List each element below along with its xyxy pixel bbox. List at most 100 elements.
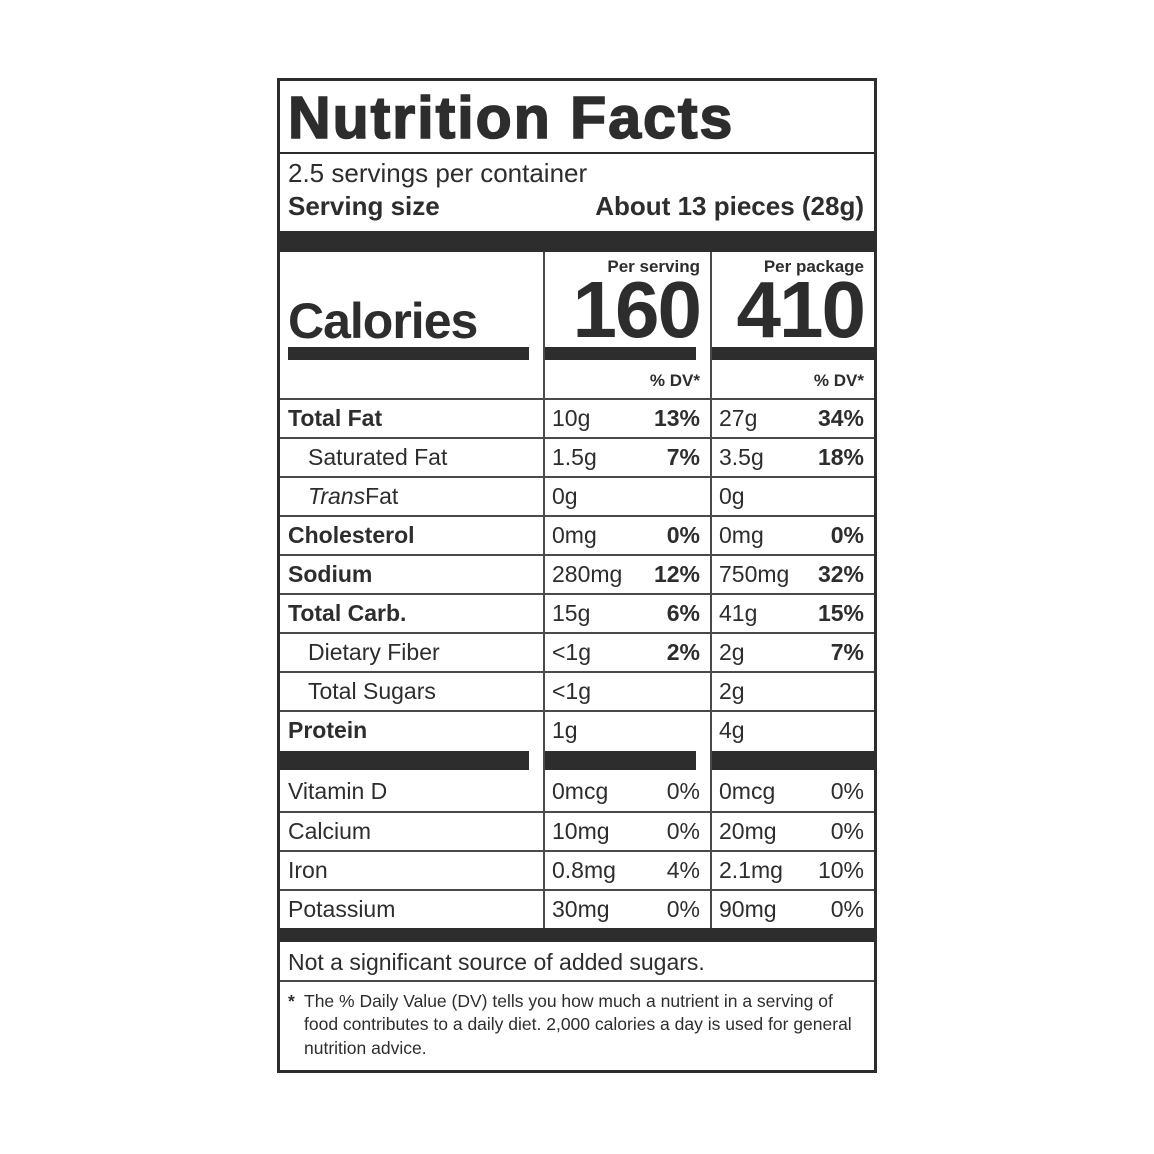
nutrient-row-dietary-fiber: Dietary Fiber <1g 2% 2g 7% xyxy=(280,632,874,671)
serving-dv: 0% xyxy=(666,896,700,922)
serving-amount: 0mg xyxy=(552,522,597,548)
nutrient-name: Iron xyxy=(288,857,328,883)
dv-header-spacer xyxy=(280,363,543,398)
package-dv: 10% xyxy=(817,857,864,883)
micronutrient-row-vitamin-d: Vitamin D 0mcg 0% 0mcg 0% xyxy=(280,772,874,811)
nutrient-name: Sodium xyxy=(288,561,373,587)
serving-amount: 30mg xyxy=(552,896,610,922)
serving-amount: 1.5g xyxy=(552,444,597,470)
nutrient-name: Dietary Fiber xyxy=(308,639,440,665)
package-amount: 41g xyxy=(719,600,758,626)
bar-segment-left xyxy=(280,749,543,772)
serving-size-value: About 13 pieces (28g) xyxy=(595,191,864,221)
nutrient-name: Trans Fat xyxy=(280,478,543,515)
package-amount: 20mg xyxy=(719,818,777,844)
serving-amount: 1g xyxy=(552,717,578,743)
nutrient-name: Saturated Fat xyxy=(308,444,448,470)
calories-per-package-cell: Per package 410 xyxy=(710,252,874,354)
serving-amount: 0mcg xyxy=(552,778,609,804)
dv-header-serving: % DV* xyxy=(543,363,710,398)
bar-segment-package xyxy=(710,749,874,772)
added-sugars-note: Not a significant source of added sugars… xyxy=(288,949,705,975)
micronutrient-row-calcium: Calcium 10mg 0% 20mg 0% xyxy=(280,811,874,850)
nutrient-name: Calcium xyxy=(288,818,372,844)
footnote-asterisk: * xyxy=(288,991,295,1011)
label-title: Nutrition Facts xyxy=(280,81,874,154)
nutrient-row-total-fat: Total Fat 10g 13% 27g 34% xyxy=(280,398,874,437)
package-amount: 0g xyxy=(719,483,745,509)
serving-amount: <1g xyxy=(552,639,592,665)
nutrient-name-italic: Trans xyxy=(308,483,366,509)
dv-header-package: % DV* xyxy=(710,363,874,398)
package-dv: 0% xyxy=(830,778,864,804)
nutrient-name: Protein xyxy=(288,717,368,743)
package-amount: 0mg xyxy=(719,522,764,548)
thick-divider-bar-top xyxy=(280,231,874,252)
divider-bar-bottom xyxy=(280,928,874,942)
serving-dv: 0% xyxy=(666,522,700,548)
nutrition-facts-label: Nutrition Facts 2.5 servings per contain… xyxy=(277,78,877,1073)
package-dv: 7% xyxy=(830,639,864,665)
serving-dv: 6% xyxy=(666,600,700,626)
dv-header-row: % DV* % DV* xyxy=(280,363,874,398)
nutrient-row-trans-fat: Trans Fat 0g 0g xyxy=(280,476,874,515)
servings-per-container: 2.5 servings per container xyxy=(288,158,588,188)
package-amount: 90mg xyxy=(719,896,777,922)
nutrient-name: Total Fat xyxy=(288,405,383,431)
calories-word: Calories xyxy=(288,293,478,349)
nutrient-row-total-carb: Total Carb. 15g 6% 41g 15% xyxy=(280,593,874,632)
bar-segment-left xyxy=(280,347,543,363)
serving-size-label: Serving size xyxy=(288,191,440,221)
package-amount: 0mcg xyxy=(719,778,776,804)
micronutrient-row-iron: Iron 0.8mg 4% 2.1mg 10% xyxy=(280,850,874,889)
serving-dv: 0% xyxy=(666,778,700,804)
package-dv: 18% xyxy=(817,444,864,470)
calories-per-package-value: 410 xyxy=(736,265,866,354)
serving-dv: 12% xyxy=(653,561,700,587)
serving-dv: 0% xyxy=(666,818,700,844)
serving-dv: 4% xyxy=(666,857,700,883)
per-serving-header: Per serving xyxy=(607,257,700,276)
nutrient-name-rest: Fat xyxy=(365,483,399,509)
package-dv: 34% xyxy=(817,405,864,431)
nutrient-name: Vitamin D xyxy=(288,778,388,804)
serving-dv: 13% xyxy=(653,405,700,431)
package-dv: 0% xyxy=(830,896,864,922)
nutrient-name: Total Carb. xyxy=(288,600,407,626)
package-amount: 27g xyxy=(719,405,758,431)
nutrient-row-saturated-fat: Saturated Fat 1.5g 7% 3.5g 18% xyxy=(280,437,874,476)
bar-segment-serving xyxy=(543,347,710,363)
micronutrient-row-potassium: Potassium 30mg 0% 90mg 0% xyxy=(280,889,874,928)
package-dv: 15% xyxy=(817,600,864,626)
serving-amount: 15g xyxy=(552,600,591,626)
bar-segment-package xyxy=(710,347,874,363)
serving-amount: 10g xyxy=(552,405,591,431)
serving-dv: 7% xyxy=(666,444,700,470)
nutrient-row-total-sugars: Total Sugars <1g 2g xyxy=(280,671,874,710)
calories-divider-bar-row xyxy=(280,347,874,363)
footnote-text: The % Daily Value (DV) tells you how muc… xyxy=(304,991,852,1058)
package-amount: 4g xyxy=(719,717,745,743)
serving-amount: 0g xyxy=(552,483,578,509)
package-amount: 2g xyxy=(719,639,745,665)
serving-amount: <1g xyxy=(552,678,592,704)
serving-amount: 280mg xyxy=(552,561,623,587)
calories-per-serving-cell: Per serving 160 xyxy=(543,252,710,354)
package-amount: 3.5g xyxy=(719,444,764,470)
package-dv: 32% xyxy=(817,561,864,587)
nutrient-row-protein: Protein 1g 4g xyxy=(280,710,874,749)
calories-per-serving-value: 160 xyxy=(572,265,702,354)
package-amount: 2g xyxy=(719,678,745,704)
nutrient-name: Cholesterol xyxy=(288,522,415,548)
package-amount: 2.1mg xyxy=(719,857,783,883)
package-dv: 0% xyxy=(830,522,864,548)
calories-cell: Calories xyxy=(280,252,543,347)
package-dv: 0% xyxy=(830,818,864,844)
nutrient-name: Total Sugars xyxy=(308,678,436,704)
dv-footnote: * The % Daily Value (DV) tells you how m… xyxy=(280,980,874,1060)
bar-segment-serving xyxy=(543,749,710,772)
serving-amount: 0.8mg xyxy=(552,857,616,883)
package-amount: 750mg xyxy=(719,561,790,587)
nutrient-row-cholesterol: Cholesterol 0mg 0% 0mg 0% xyxy=(280,515,874,554)
serving-amount: 10mg xyxy=(552,818,610,844)
